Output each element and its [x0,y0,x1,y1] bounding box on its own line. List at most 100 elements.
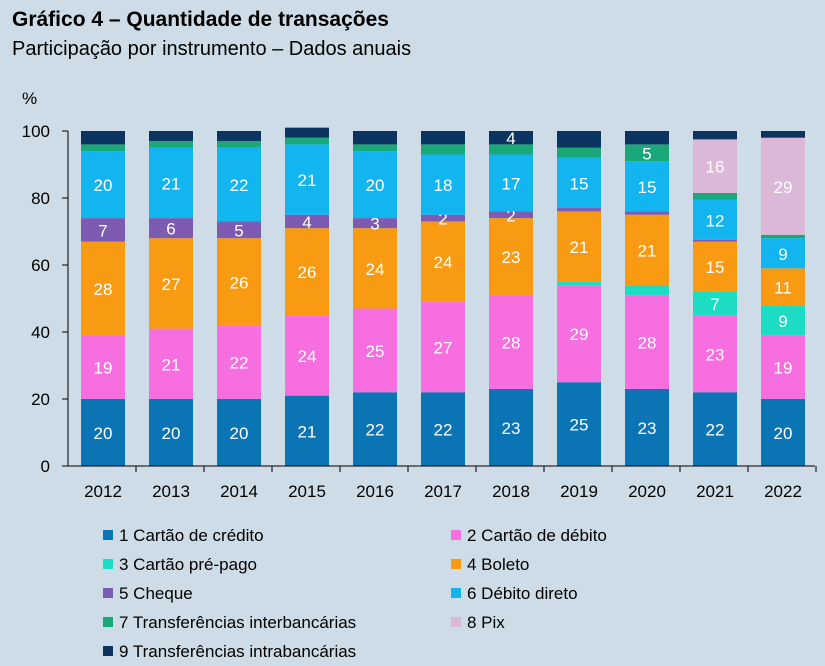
bar-segment-2016-s1 [353,392,397,466]
bar-segment-2020-s4 [625,214,669,286]
bar-segment-2019-s2 [557,285,601,383]
data-label: 23 [638,419,657,438]
bars-layer: 2019287202021276212022265222124264212225… [81,127,805,466]
x-tick-label: 2018 [492,482,530,501]
data-label: 9 [778,245,787,264]
bar-segment-2018-s7 [489,144,533,155]
data-label: 2 [506,206,515,225]
data-label: 23 [502,248,521,267]
data-label: 20 [774,424,793,443]
legend-swatch-s1 [103,530,113,540]
bar-segment-2015-s4 [285,228,329,316]
bar-segment-2018-s4 [489,218,533,296]
data-label: 24 [434,253,453,272]
x-tick-label: 2014 [220,482,258,501]
bar-segment-2021-s3 [693,291,737,316]
bar-segment-2014-s7 [217,141,261,148]
data-label: 25 [570,416,589,435]
data-label: 26 [298,263,317,282]
bar-segment-2012-s7 [81,144,125,152]
legend-swatch-s8 [451,617,461,627]
x-tick-label: 2017 [424,482,462,501]
bar-segment-2021-s4 [693,241,737,292]
bar-segment-2020-s6 [625,161,669,212]
y-tick-label: 80 [31,189,50,208]
bar-segment-2017-s9 [421,131,465,145]
data-label: 3 [370,215,379,234]
data-label: 22 [230,354,249,373]
bar-segment-2015-s6 [285,144,329,215]
data-label: 12 [706,211,725,230]
bar-segment-2017-s2 [421,301,465,393]
bar-segment-2017-s5 [421,214,465,222]
data-label: 20 [230,424,249,443]
bar-segment-2019-s4 [557,211,601,282]
data-label: 29 [570,325,589,344]
legend-swatch-s7 [103,617,113,627]
bar-segment-2022-s4 [761,268,805,306]
bar-segment-2021-s7 [693,192,737,200]
legend-entry-s1: 1 Cartão de crédito [119,526,264,545]
data-label: 7 [98,221,107,240]
bar-segment-2016-s6 [353,151,397,219]
data-label: 21 [162,355,181,374]
axis-layer: 2012 2013 2014 2015 2016 2017 2018 2019 2020 2021… [22,89,817,501]
y-axis-unit: % [22,89,37,108]
bar-segment-2014-s4 [217,238,261,326]
bar-segment-2015-s9 [285,127,329,138]
legend-entry-s6: 6 Débito direto [467,584,578,603]
data-label: 21 [162,174,181,193]
bar-segment-2013-s7 [149,141,193,148]
data-label: 22 [434,421,453,440]
data-label: 20 [162,424,181,443]
data-label: 7 [710,295,719,314]
data-label: 5 [234,221,243,240]
bar-segment-2015-s2 [285,315,329,396]
bar-segment-2019-s6 [557,157,601,209]
bar-segment-2022-s1 [761,399,805,466]
data-label: 23 [502,419,521,438]
bar-segment-2012-s1 [81,399,125,466]
y-tick-label: 0 [41,457,50,476]
bar-segment-2014-s2 [217,325,261,399]
data-label: 21 [298,171,317,190]
data-label: 15 [570,174,589,193]
bar-segment-2020-s5 [625,211,669,215]
legend-entry-s9: 9 Transferências intrabancárias [119,642,356,661]
data-label: 6 [166,220,175,239]
x-tick-label: 2015 [288,482,326,501]
bar-segment-2019-s9 [557,131,601,148]
x-tick-label: 2016 [356,482,394,501]
chart-subtitle: Participação por instrumento – Dados anu… [12,38,412,60]
x-tick-label: 2019 [560,482,598,501]
bar-segment-2013-s1 [149,399,193,466]
data-label: 24 [366,260,385,279]
bar-segment-2012-s4 [81,241,125,336]
bar-segment-2013-s4 [149,238,193,329]
bar-segment-2022-s9 [761,131,805,138]
bar-segment-2015-s1 [285,395,329,466]
data-label: 15 [638,178,657,197]
bar-segment-2021-s1 [693,392,737,466]
bar-segment-2014-s1 [217,399,261,466]
bar-segment-2019-s3 [557,281,601,286]
bar-segment-2017-s4 [421,221,465,302]
data-label: 20 [94,176,113,195]
data-label: 5 [642,144,651,163]
bar-segment-2020-s3 [625,285,669,296]
data-label: 16 [706,158,725,177]
x-tick-label: 2021 [696,482,734,501]
bar-segment-2021-s9 [693,131,737,140]
bar-segment-2013-s2 [149,328,193,399]
chart-title: Gráfico 4 – Quantidade de transações [12,8,389,31]
bar-segment-2018-s2 [489,295,533,389]
data-label: 27 [434,339,453,358]
bar-segment-2017-s6 [421,154,465,215]
data-label: 21 [570,238,589,257]
legend-entry-s7: 7 Transferências interbancárias [119,613,356,632]
bar-segment-2018-s9 [489,131,533,145]
data-label: 25 [366,342,385,361]
bar-segment-2012-s6 [81,151,125,219]
bar-segment-2019-s5 [557,208,601,212]
